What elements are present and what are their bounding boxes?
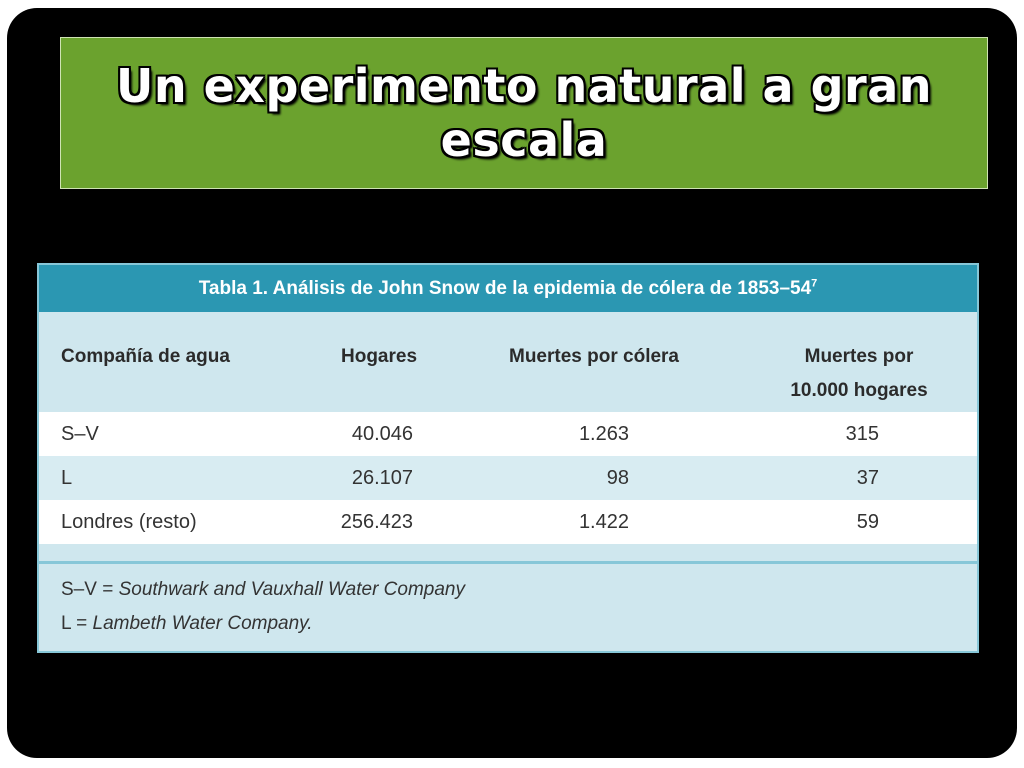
notes-divider — [39, 561, 977, 564]
column-header-rate-line2: 10.000 hogares — [790, 380, 928, 401]
table-caption-text: Tabla 1. Análisis de John Snow de la epi… — [198, 278, 812, 299]
column-header-homes: Hogares — [341, 346, 418, 367]
table-row: L 26.107 98 37 — [39, 456, 977, 500]
cell-deaths: 98 — [606, 467, 629, 489]
note-text: Southwark and Vauxhall Water Company — [118, 579, 465, 600]
cell-rate: 315 — [845, 423, 879, 445]
table-note: S–V = Southwark and Vauxhall Water Compa… — [61, 575, 465, 605]
cell-rate: 37 — [856, 467, 879, 489]
cell-homes: 26.107 — [351, 467, 413, 489]
note-abbreviation: S–V — [61, 579, 97, 600]
column-header-rate: Muertes por 10.000 hogares — [774, 340, 944, 408]
table-note: L = Lambeth Water Company. — [61, 609, 313, 639]
table-row: Londres (resto) 256.423 1.422 59 — [39, 500, 977, 544]
column-header-company: Compañía de agua — [61, 346, 230, 367]
cell-homes: 40.046 — [351, 423, 413, 445]
cell-homes: 256.423 — [340, 511, 413, 533]
cell-company: L — [61, 467, 73, 489]
cell-deaths: 1.422 — [578, 511, 629, 533]
note-abbreviation: L — [61, 613, 71, 634]
cell-rate: 59 — [856, 511, 879, 533]
note-text: Lambeth Water Company. — [92, 613, 313, 634]
data-table: Tabla 1. Análisis de John Snow de la epi… — [37, 263, 979, 653]
table-header: Compañía de agua Hogares Muertes por cól… — [39, 312, 977, 412]
note-separator: = — [96, 579, 119, 600]
column-header-rate-line1: Muertes por — [804, 346, 914, 367]
table-row: S–V 40.046 1.263 315 — [39, 412, 977, 456]
cell-deaths: 1.263 — [578, 423, 629, 445]
column-header-deaths: Muertes por cólera — [509, 346, 679, 367]
note-separator: = — [70, 613, 93, 634]
cell-company: S–V — [61, 423, 99, 445]
table-caption: Tabla 1. Análisis de John Snow de la epi… — [39, 265, 977, 312]
cell-company: Londres (resto) — [61, 511, 197, 533]
slide-title: Un experimento natural a gran escala — [115, 59, 933, 167]
table-caption-footnote: 7 — [811, 277, 818, 290]
title-banner: Un experimento natural a gran escala — [60, 37, 988, 189]
